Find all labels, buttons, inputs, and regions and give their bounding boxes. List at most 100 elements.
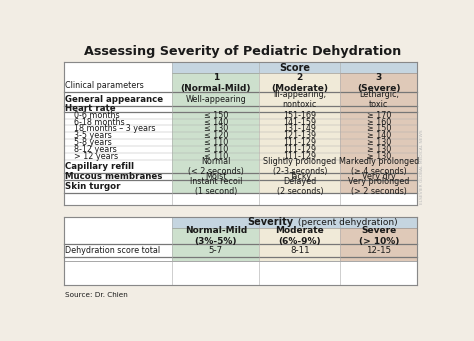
Bar — [173, 217, 418, 228]
Text: ≥ 130: ≥ 130 — [367, 145, 391, 154]
Text: Well-appearing: Well-appearing — [185, 95, 246, 104]
Text: > 12 years: > 12 years — [73, 152, 118, 161]
Bar — [340, 160, 418, 173]
Bar — [340, 228, 418, 244]
Bar — [173, 62, 418, 73]
Bar — [340, 119, 418, 125]
Text: ≤ 110: ≤ 110 — [204, 138, 228, 147]
Text: 121-139: 121-139 — [283, 131, 317, 140]
Bar — [173, 125, 259, 132]
Bar — [340, 244, 418, 257]
Text: 6-18 months: 6-18 months — [73, 118, 124, 127]
Text: 8-11: 8-11 — [290, 246, 310, 255]
Text: Severity: Severity — [247, 217, 293, 227]
Bar — [259, 92, 340, 106]
Text: ≥ 150: ≥ 150 — [367, 124, 391, 133]
Bar — [340, 132, 418, 139]
Bar — [259, 112, 340, 119]
Bar — [259, 125, 340, 132]
Text: ELSEVIER GLOBAL MEDICAL NEWS: ELSEVIER GLOBAL MEDICAL NEWS — [420, 130, 424, 204]
Bar — [173, 119, 259, 125]
Bar — [64, 217, 418, 285]
Bar — [173, 153, 259, 160]
Bar — [259, 228, 340, 244]
Bar — [173, 139, 259, 146]
Bar — [173, 228, 259, 244]
Bar — [340, 106, 418, 112]
Text: ≥ 130: ≥ 130 — [367, 152, 391, 161]
Text: ≥ 140: ≥ 140 — [367, 131, 391, 140]
Text: (percent dehydration): (percent dehydration) — [295, 218, 398, 227]
Bar — [340, 92, 418, 106]
Text: Lethargic,
toxic: Lethargic, toxic — [359, 89, 399, 109]
Text: Moderate
(6%-9%): Moderate (6%-9%) — [275, 226, 324, 246]
Text: Normal
(< 2 seconds): Normal (< 2 seconds) — [188, 157, 244, 176]
Text: ≥ 170: ≥ 170 — [367, 111, 391, 120]
Bar — [340, 153, 418, 160]
Bar — [340, 257, 418, 262]
Bar — [340, 180, 418, 193]
Text: Ill-appearing,
nontoxic: Ill-appearing, nontoxic — [273, 89, 327, 109]
Text: Severe
(> 10%): Severe (> 10%) — [359, 226, 399, 246]
Bar — [173, 106, 259, 112]
Bar — [259, 132, 340, 139]
Bar — [64, 62, 418, 205]
Bar — [259, 160, 340, 173]
Text: 0-6 months: 0-6 months — [73, 111, 119, 120]
Bar — [259, 119, 340, 125]
Text: Clinical parameters: Clinical parameters — [65, 81, 144, 90]
Text: Skin turgor: Skin turgor — [65, 182, 121, 191]
Text: 5-8 years: 5-8 years — [73, 138, 111, 147]
Text: 141-159: 141-159 — [283, 118, 317, 127]
Text: 111-129: 111-129 — [283, 138, 317, 147]
Text: ≤ 140: ≤ 140 — [204, 118, 228, 127]
Text: 3-5 years: 3-5 years — [73, 131, 111, 140]
Text: ≤ 110: ≤ 110 — [204, 152, 228, 161]
Text: 111-129: 111-129 — [283, 152, 317, 161]
Bar — [173, 112, 259, 119]
Text: 8-12 years: 8-12 years — [73, 145, 116, 154]
Bar — [173, 244, 259, 257]
Text: Dehydration score total: Dehydration score total — [65, 246, 161, 255]
Text: Source: Dr. Chien: Source: Dr. Chien — [65, 292, 128, 298]
Bar — [173, 180, 259, 193]
Bar — [173, 92, 259, 106]
Text: Very dry: Very dry — [362, 172, 396, 181]
Text: Capillary refill: Capillary refill — [65, 162, 135, 171]
Text: Instant recoil
(1 second): Instant recoil (1 second) — [190, 177, 242, 196]
Text: 3
(Severe): 3 (Severe) — [357, 73, 401, 93]
Bar — [173, 73, 259, 92]
Text: General appearance: General appearance — [65, 95, 164, 104]
Bar — [259, 180, 340, 193]
Bar — [173, 132, 259, 139]
Text: ≤ 130: ≤ 130 — [204, 124, 228, 133]
Bar — [259, 173, 340, 180]
Bar — [340, 173, 418, 180]
Bar — [173, 146, 259, 153]
Text: ≤ 120: ≤ 120 — [204, 131, 228, 140]
Bar — [259, 139, 340, 146]
Text: Moist: Moist — [205, 172, 227, 181]
Bar — [173, 173, 259, 180]
Text: ≤ 110: ≤ 110 — [204, 145, 228, 154]
Bar — [259, 257, 340, 262]
Text: Assessing Severity of Pediatric Dehydration: Assessing Severity of Pediatric Dehydrat… — [84, 45, 401, 58]
Bar — [340, 125, 418, 132]
Bar — [259, 153, 340, 160]
Bar — [173, 257, 259, 262]
Bar — [340, 139, 418, 146]
Bar — [259, 146, 340, 153]
Text: 18 months – 3 years: 18 months – 3 years — [73, 124, 155, 133]
Text: 2
(Moderate): 2 (Moderate) — [271, 73, 328, 93]
Text: Mucous membranes: Mucous membranes — [65, 172, 163, 181]
Bar — [340, 112, 418, 119]
Text: 111-129: 111-129 — [283, 145, 317, 154]
Text: ≤ 150: ≤ 150 — [204, 111, 228, 120]
Text: Normal-Mild
(3%-5%): Normal-Mild (3%-5%) — [185, 226, 247, 246]
Bar — [259, 106, 340, 112]
Text: Heart rate: Heart rate — [65, 104, 116, 114]
Bar — [259, 244, 340, 257]
Text: Score: Score — [279, 63, 310, 73]
Bar — [259, 73, 340, 92]
Text: Tacky: Tacky — [289, 172, 311, 181]
